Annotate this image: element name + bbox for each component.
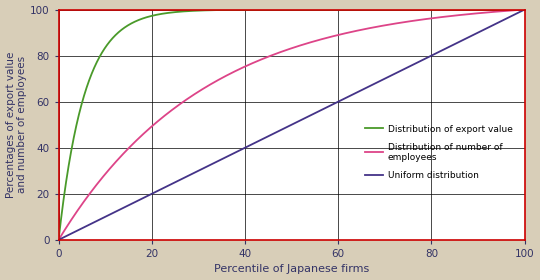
Y-axis label: Percentages of export value
and number of employees: Percentages of export value and number o… [5, 52, 27, 198]
X-axis label: Percentile of Japanese firms: Percentile of Japanese firms [214, 264, 369, 274]
Legend: Distribution of export value, Distribution of number of
employees, Uniform distr: Distribution of export value, Distributi… [362, 122, 516, 183]
